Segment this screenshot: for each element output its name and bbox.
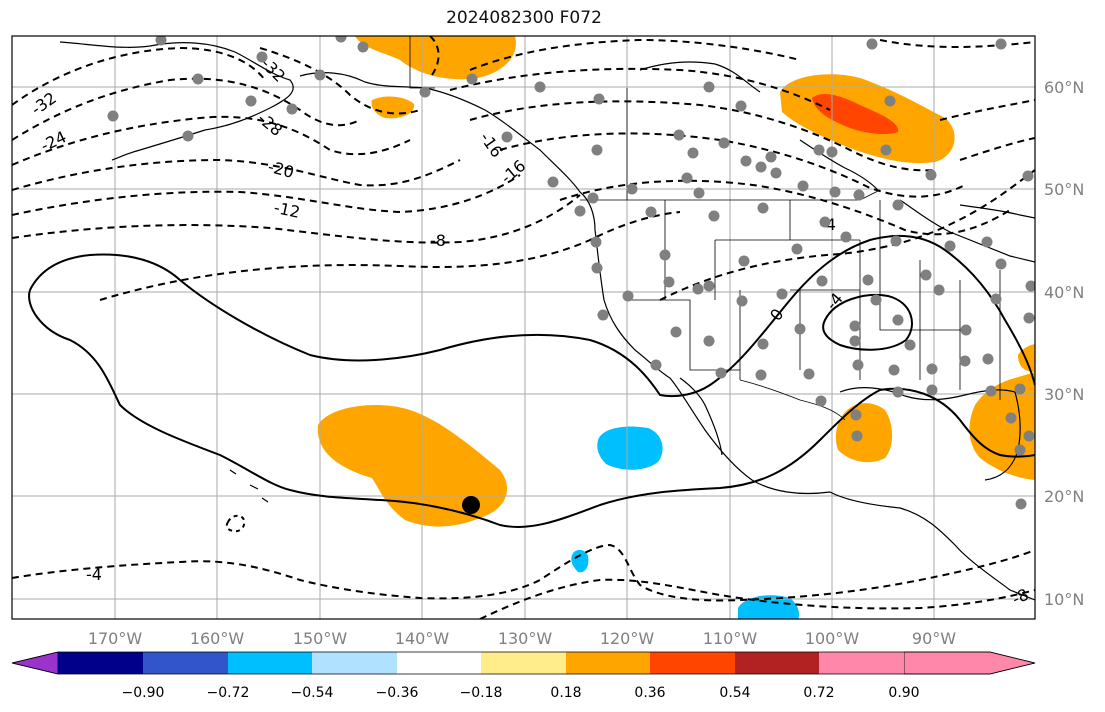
- colorbar-segment: [735, 652, 819, 674]
- lon-tick-label: 160°W: [190, 629, 245, 648]
- colorbar-min-extend: [11, 651, 59, 675]
- lat-tick-label: 40°N: [1044, 283, 1084, 302]
- lon-tick-label: 90°W: [912, 629, 956, 648]
- blue-region-east-pacific: [597, 426, 663, 470]
- map-frame: [11, 35, 1036, 620]
- contour-dashed: [449, 67, 831, 111]
- colorbar-tick-label: 0.54: [719, 685, 750, 701]
- blue-region-small: [571, 549, 589, 573]
- contour-label: -4: [86, 565, 102, 584]
- lon-tick-label: 120°W: [600, 629, 655, 648]
- contour-dashed: [469, 100, 936, 172]
- contour-dashed: [12, 194, 581, 244]
- latitude-axis: 60°N 50°N 40°N 30°N 20°N 10°N: [1044, 78, 1084, 609]
- colorbar-tick-label: 0.18: [550, 685, 581, 701]
- contour-lines: [12, 36, 1035, 619]
- colorbar-segment: [566, 652, 650, 674]
- lat-tick-label: 30°N: [1044, 385, 1084, 404]
- colorbar-tick-label: −0.36: [376, 685, 419, 701]
- contour-label: -8: [430, 231, 446, 250]
- colorbar-segment: [312, 652, 397, 674]
- contour-dashed: [12, 158, 461, 191]
- lat-tick-label: 50°N: [1044, 180, 1084, 199]
- colorbar-tick-label: −0.72: [207, 685, 250, 701]
- contour-dashed: [559, 179, 1011, 236]
- contour-dashed: [499, 132, 966, 198]
- map-title: 2024082300 F072: [446, 8, 602, 28]
- lon-tick-label: 170°W: [88, 629, 143, 648]
- contour-dashed: [259, 47, 421, 115]
- colorbar-tick-label: −0.18: [460, 685, 503, 701]
- contour-dashed-small-loop: [225, 514, 246, 533]
- contour-dashed-4-south: [12, 543, 1035, 602]
- blue-region-south: [738, 595, 800, 619]
- contour-dashed: [12, 174, 521, 216]
- colorbar-segment: [397, 652, 481, 674]
- contour-4-loop: [822, 294, 913, 351]
- station-markers: [107, 36, 1035, 510]
- lat-tick-label: 10°N: [1044, 590, 1084, 609]
- lon-tick-label: 140°W: [395, 629, 450, 648]
- colorbar-segment: [650, 652, 735, 674]
- lon-tick-label: 130°W: [498, 629, 553, 648]
- colorbar-tick-label: 0.90: [888, 685, 919, 701]
- colorbar-segment: [819, 652, 904, 674]
- contour-dashed: [469, 38, 801, 71]
- colorbar-segment: [481, 652, 566, 674]
- lon-tick-label: 150°W: [293, 629, 348, 648]
- colorbar-segment: [228, 652, 312, 674]
- contour-dashed: [12, 46, 266, 106]
- contour-dashed: [879, 39, 1035, 48]
- lat-tick-label: 20°N: [1044, 487, 1084, 506]
- colorbar-tick-label: −0.54: [291, 685, 334, 701]
- colorbar-outline: [11, 651, 1036, 675]
- colorbar-segment: [143, 652, 228, 674]
- graticule: [12, 36, 1035, 619]
- contour-dashed-nepac: [429, 36, 440, 76]
- contour-dashed: [99, 211, 681, 301]
- highlight-point: [462, 496, 480, 514]
- contour-label: -8: [1009, 585, 1031, 609]
- contour-zero-inner: [28, 289, 1035, 529]
- colorbar-tick-label: 0.72: [803, 685, 834, 701]
- contour-dashed: [659, 169, 1035, 301]
- orange-region-texas: [835, 403, 893, 463]
- colorbar-tick-label: 0.36: [634, 685, 665, 701]
- contour-dashed: [12, 77, 361, 141]
- lon-tick-label: 110°W: [703, 629, 758, 648]
- longitude-axis: 170°W 160°W 150°W 140°W 130°W 120°W 110°…: [88, 629, 956, 648]
- lon-tick-label: 100°W: [805, 629, 860, 648]
- lat-tick-label: 60°N: [1044, 78, 1084, 97]
- colorbar: −0.90 −0.72 −0.54 −0.36 −0.18 0.18 0.36 …: [11, 651, 1036, 701]
- colorbar-tick-label: −0.90: [122, 685, 165, 701]
- contour-dashed: [959, 137, 1035, 161]
- colorbar-segment: [58, 652, 143, 674]
- colorbar-max-extend: [903, 651, 1036, 675]
- coastlines: [59, 41, 1035, 601]
- red-region-canada: [812, 94, 899, 135]
- contour-zero-outer: [29, 234, 1035, 398]
- contour-dashed: [939, 99, 1035, 121]
